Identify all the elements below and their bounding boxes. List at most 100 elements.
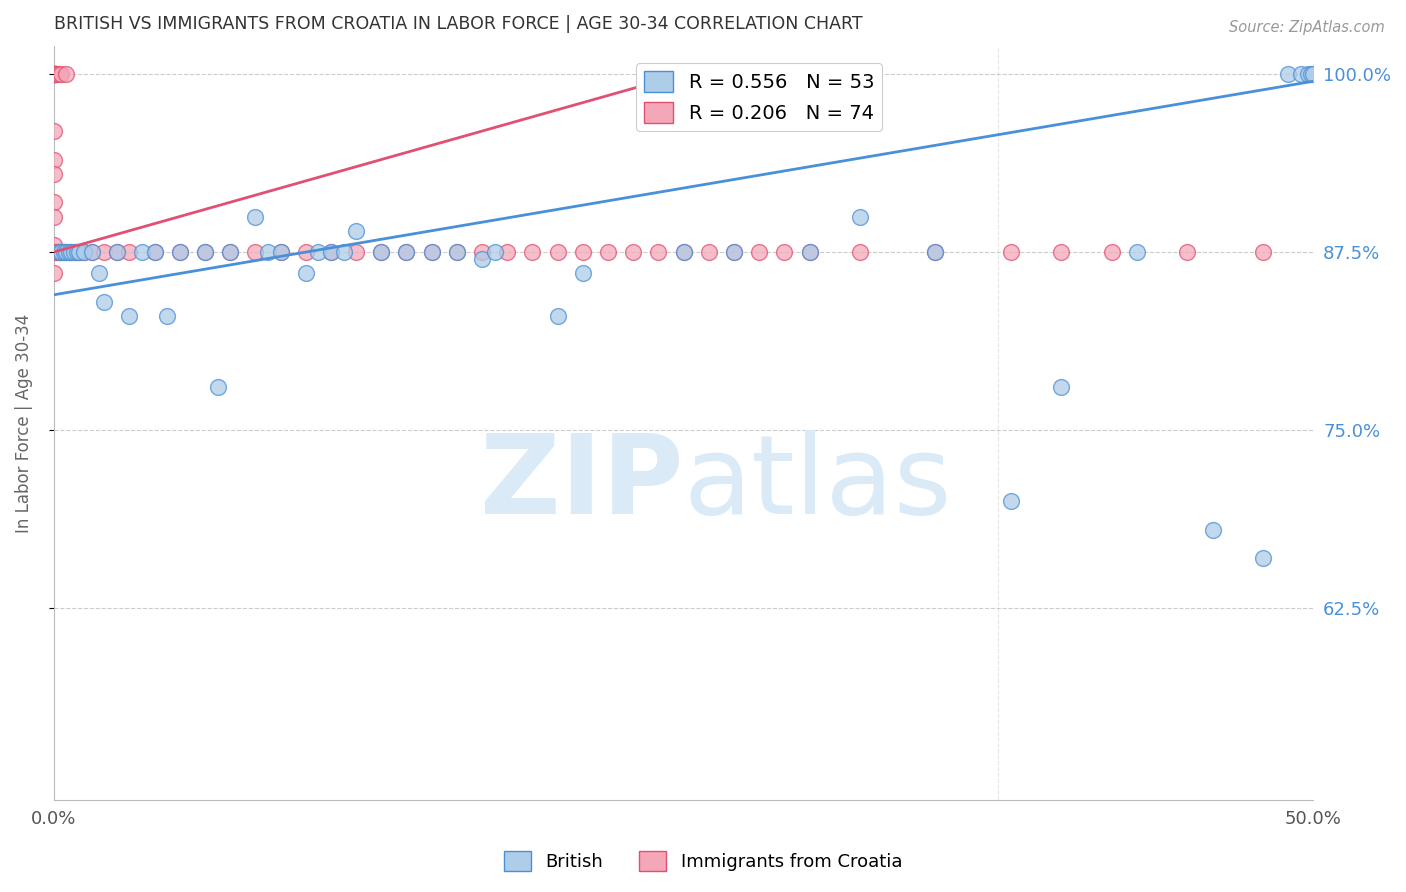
Point bbox=[169, 245, 191, 260]
Point bbox=[52, 245, 75, 260]
Point bbox=[1101, 245, 1123, 260]
Point bbox=[48, 245, 70, 260]
Point bbox=[484, 245, 506, 260]
Point bbox=[849, 245, 872, 260]
Point bbox=[93, 294, 115, 309]
Point bbox=[647, 245, 669, 260]
Point bbox=[67, 245, 90, 260]
Point bbox=[723, 245, 745, 260]
Point bbox=[219, 245, 242, 260]
Point bbox=[63, 245, 86, 260]
Point bbox=[52, 245, 75, 260]
Legend: R = 0.556   N = 53, R = 0.206   N = 74: R = 0.556 N = 53, R = 0.206 N = 74 bbox=[637, 63, 882, 130]
Point bbox=[65, 245, 87, 260]
Point bbox=[42, 67, 65, 81]
Point bbox=[1251, 551, 1274, 566]
Point bbox=[496, 245, 519, 260]
Point bbox=[621, 245, 644, 260]
Point bbox=[307, 245, 329, 260]
Point bbox=[42, 124, 65, 138]
Point bbox=[55, 245, 77, 260]
Point bbox=[319, 245, 342, 260]
Text: Source: ZipAtlas.com: Source: ZipAtlas.com bbox=[1229, 20, 1385, 35]
Point bbox=[924, 245, 946, 260]
Point bbox=[1251, 245, 1274, 260]
Point bbox=[1126, 245, 1149, 260]
Text: BRITISH VS IMMIGRANTS FROM CROATIA IN LABOR FORCE | AGE 30-34 CORRELATION CHART: BRITISH VS IMMIGRANTS FROM CROATIA IN LA… bbox=[53, 15, 862, 33]
Point bbox=[65, 245, 87, 260]
Point bbox=[169, 245, 191, 260]
Point bbox=[395, 245, 418, 260]
Point bbox=[849, 210, 872, 224]
Point bbox=[42, 167, 65, 181]
Point bbox=[143, 245, 166, 260]
Legend: British, Immigrants from Croatia: British, Immigrants from Croatia bbox=[496, 844, 910, 879]
Point bbox=[395, 245, 418, 260]
Point bbox=[924, 245, 946, 260]
Point bbox=[420, 245, 443, 260]
Point bbox=[547, 309, 569, 323]
Point bbox=[45, 67, 67, 81]
Point bbox=[73, 245, 96, 260]
Point bbox=[42, 195, 65, 210]
Point bbox=[51, 67, 73, 81]
Point bbox=[60, 245, 83, 260]
Point bbox=[446, 245, 468, 260]
Point bbox=[55, 245, 77, 260]
Point bbox=[63, 245, 86, 260]
Point bbox=[42, 67, 65, 81]
Point bbox=[143, 245, 166, 260]
Point bbox=[1201, 523, 1223, 537]
Point bbox=[42, 267, 65, 281]
Point bbox=[1175, 245, 1198, 260]
Point bbox=[270, 245, 292, 260]
Point bbox=[118, 245, 141, 260]
Point bbox=[194, 245, 217, 260]
Point bbox=[55, 67, 77, 81]
Point bbox=[420, 245, 443, 260]
Point bbox=[42, 67, 65, 81]
Point bbox=[294, 267, 316, 281]
Point bbox=[118, 309, 141, 323]
Point bbox=[194, 245, 217, 260]
Point bbox=[446, 245, 468, 260]
Point bbox=[1000, 245, 1022, 260]
Point bbox=[42, 67, 65, 81]
Point bbox=[45, 67, 67, 81]
Point bbox=[42, 67, 65, 81]
Point bbox=[60, 245, 83, 260]
Y-axis label: In Labor Force | Age 30-34: In Labor Force | Age 30-34 bbox=[15, 313, 32, 533]
Point bbox=[257, 245, 280, 260]
Text: atlas: atlas bbox=[683, 430, 952, 537]
Point bbox=[294, 245, 316, 260]
Point bbox=[672, 245, 695, 260]
Point bbox=[105, 245, 128, 260]
Point bbox=[48, 245, 70, 260]
Point bbox=[1299, 67, 1322, 81]
Point bbox=[73, 245, 96, 260]
Point bbox=[58, 245, 80, 260]
Point bbox=[245, 245, 267, 260]
Point bbox=[207, 380, 229, 394]
Point bbox=[42, 67, 65, 81]
Point bbox=[773, 245, 796, 260]
Point bbox=[1302, 67, 1324, 81]
Point bbox=[42, 245, 65, 260]
Point bbox=[1296, 67, 1319, 81]
Point bbox=[697, 245, 720, 260]
Point bbox=[42, 67, 65, 81]
Point bbox=[1050, 380, 1073, 394]
Point bbox=[45, 245, 67, 260]
Point bbox=[219, 245, 242, 260]
Point bbox=[48, 67, 70, 81]
Point bbox=[344, 245, 367, 260]
Point bbox=[131, 245, 153, 260]
Point bbox=[48, 245, 70, 260]
Point bbox=[42, 210, 65, 224]
Point bbox=[105, 245, 128, 260]
Point bbox=[51, 245, 73, 260]
Point bbox=[156, 309, 179, 323]
Point bbox=[672, 245, 695, 260]
Point bbox=[370, 245, 392, 260]
Point bbox=[332, 245, 354, 260]
